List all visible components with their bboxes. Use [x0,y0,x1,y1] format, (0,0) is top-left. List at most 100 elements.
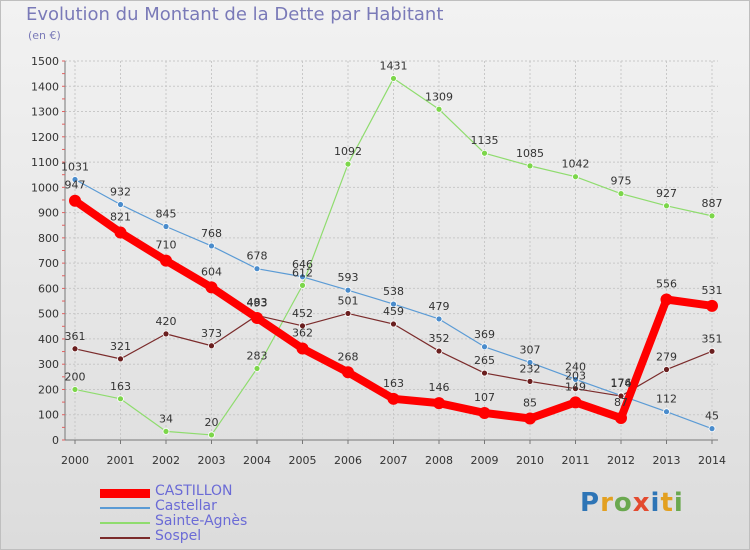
data-label: 1092 [334,145,362,158]
data-point [342,366,354,379]
data-label: 845 [156,207,177,220]
chart-title: Evolution du Montant de la Dette par Hab… [26,4,444,25]
data-label: 174 [611,377,632,390]
data-label: 479 [429,300,450,313]
data-label: 361 [65,330,86,343]
y-tick-label: 600 [38,282,59,295]
data-point [344,310,352,317]
y-tick-label: 200 [38,383,59,396]
data-point [162,223,170,230]
data-label: 34 [159,412,173,425]
x-tick-label: 2002 [152,454,180,467]
legend-label: Castellar [155,498,217,514]
data-label: 265 [474,354,495,367]
data-label: 531 [702,284,723,297]
data-point [572,385,579,393]
x-tick-label: 2000 [61,454,89,467]
data-label: 452 [292,307,313,320]
data-point [117,201,124,208]
data-label: 821 [110,211,131,224]
data-point [390,75,397,82]
y-tick-label: 700 [38,257,59,270]
data-point [708,347,716,355]
data-point [526,359,534,366]
data-point [344,286,352,294]
data-label: 352 [429,332,450,345]
data-point [526,162,534,170]
data-point [71,345,79,353]
data-label: 947 [65,179,86,192]
x-tick-label: 2009 [471,454,499,467]
data-label: 1042 [562,158,590,171]
data-point [435,105,443,113]
data-label: 1135 [471,134,499,147]
data-point [253,365,261,372]
data-label: 240 [565,360,586,373]
legend-label: Sospel [155,528,202,544]
data-point [299,281,306,289]
data-point [71,176,79,183]
data-point [162,330,170,338]
data-point [433,397,445,410]
logo-letter: i [650,488,661,518]
data-point [117,395,124,403]
data-label: 107 [474,391,495,404]
data-point [481,149,488,157]
logo-letter: t [660,488,674,518]
data-label: 501 [338,294,359,307]
data-point [572,375,579,383]
data-point [478,406,491,419]
data-label: 459 [383,305,404,318]
x-tick-label: 2003 [198,454,226,467]
data-point [296,342,309,355]
data-label: 45 [705,410,719,423]
data-label: 1309 [425,90,453,103]
data-label: 927 [656,187,677,200]
data-label: 112 [656,393,677,406]
data-point [663,202,670,210]
data-point [162,428,170,435]
data-point [390,320,397,328]
data-point [524,412,536,425]
data-point [481,343,488,351]
data-label: 146 [429,381,450,394]
data-label: 593 [338,271,359,284]
legend-item: Sospel [100,528,300,546]
y-tick-label: 1500 [31,55,59,68]
data-label: 163 [110,380,131,393]
data-label: 1431 [380,59,408,72]
x-tick-label: 2004 [243,454,271,467]
data-label: 678 [247,250,268,263]
data-point [435,347,443,355]
data-point [117,355,124,363]
data-label: 163 [383,377,404,390]
x-tick-label: 2006 [334,454,362,467]
data-point [708,212,716,220]
legend-swatch [100,522,150,524]
data-label: 20 [205,416,219,429]
data-label: 420 [156,315,177,328]
y-tick-label: 1400 [31,80,59,93]
data-point [435,315,443,323]
data-point [69,194,81,207]
data-label: 85 [523,397,537,410]
data-label: 268 [338,350,359,363]
data-point [572,173,579,181]
x-tick-label: 2011 [562,454,590,467]
data-label: 200 [65,370,86,383]
data-label: 483 [247,296,268,309]
legend-label: Sainte-Agnès [155,513,248,529]
data-point [253,265,261,273]
data-point [208,431,215,439]
data-point [708,425,716,433]
data-label: 556 [656,278,677,291]
data-point [344,160,352,168]
legend-label: CASTILLON [155,483,233,499]
data-label: 373 [201,327,222,340]
logo-letter: P [580,488,601,518]
y-tick-label: 1000 [31,181,59,194]
data-label: 710 [156,239,177,252]
y-tick-label: 0 [52,434,59,447]
